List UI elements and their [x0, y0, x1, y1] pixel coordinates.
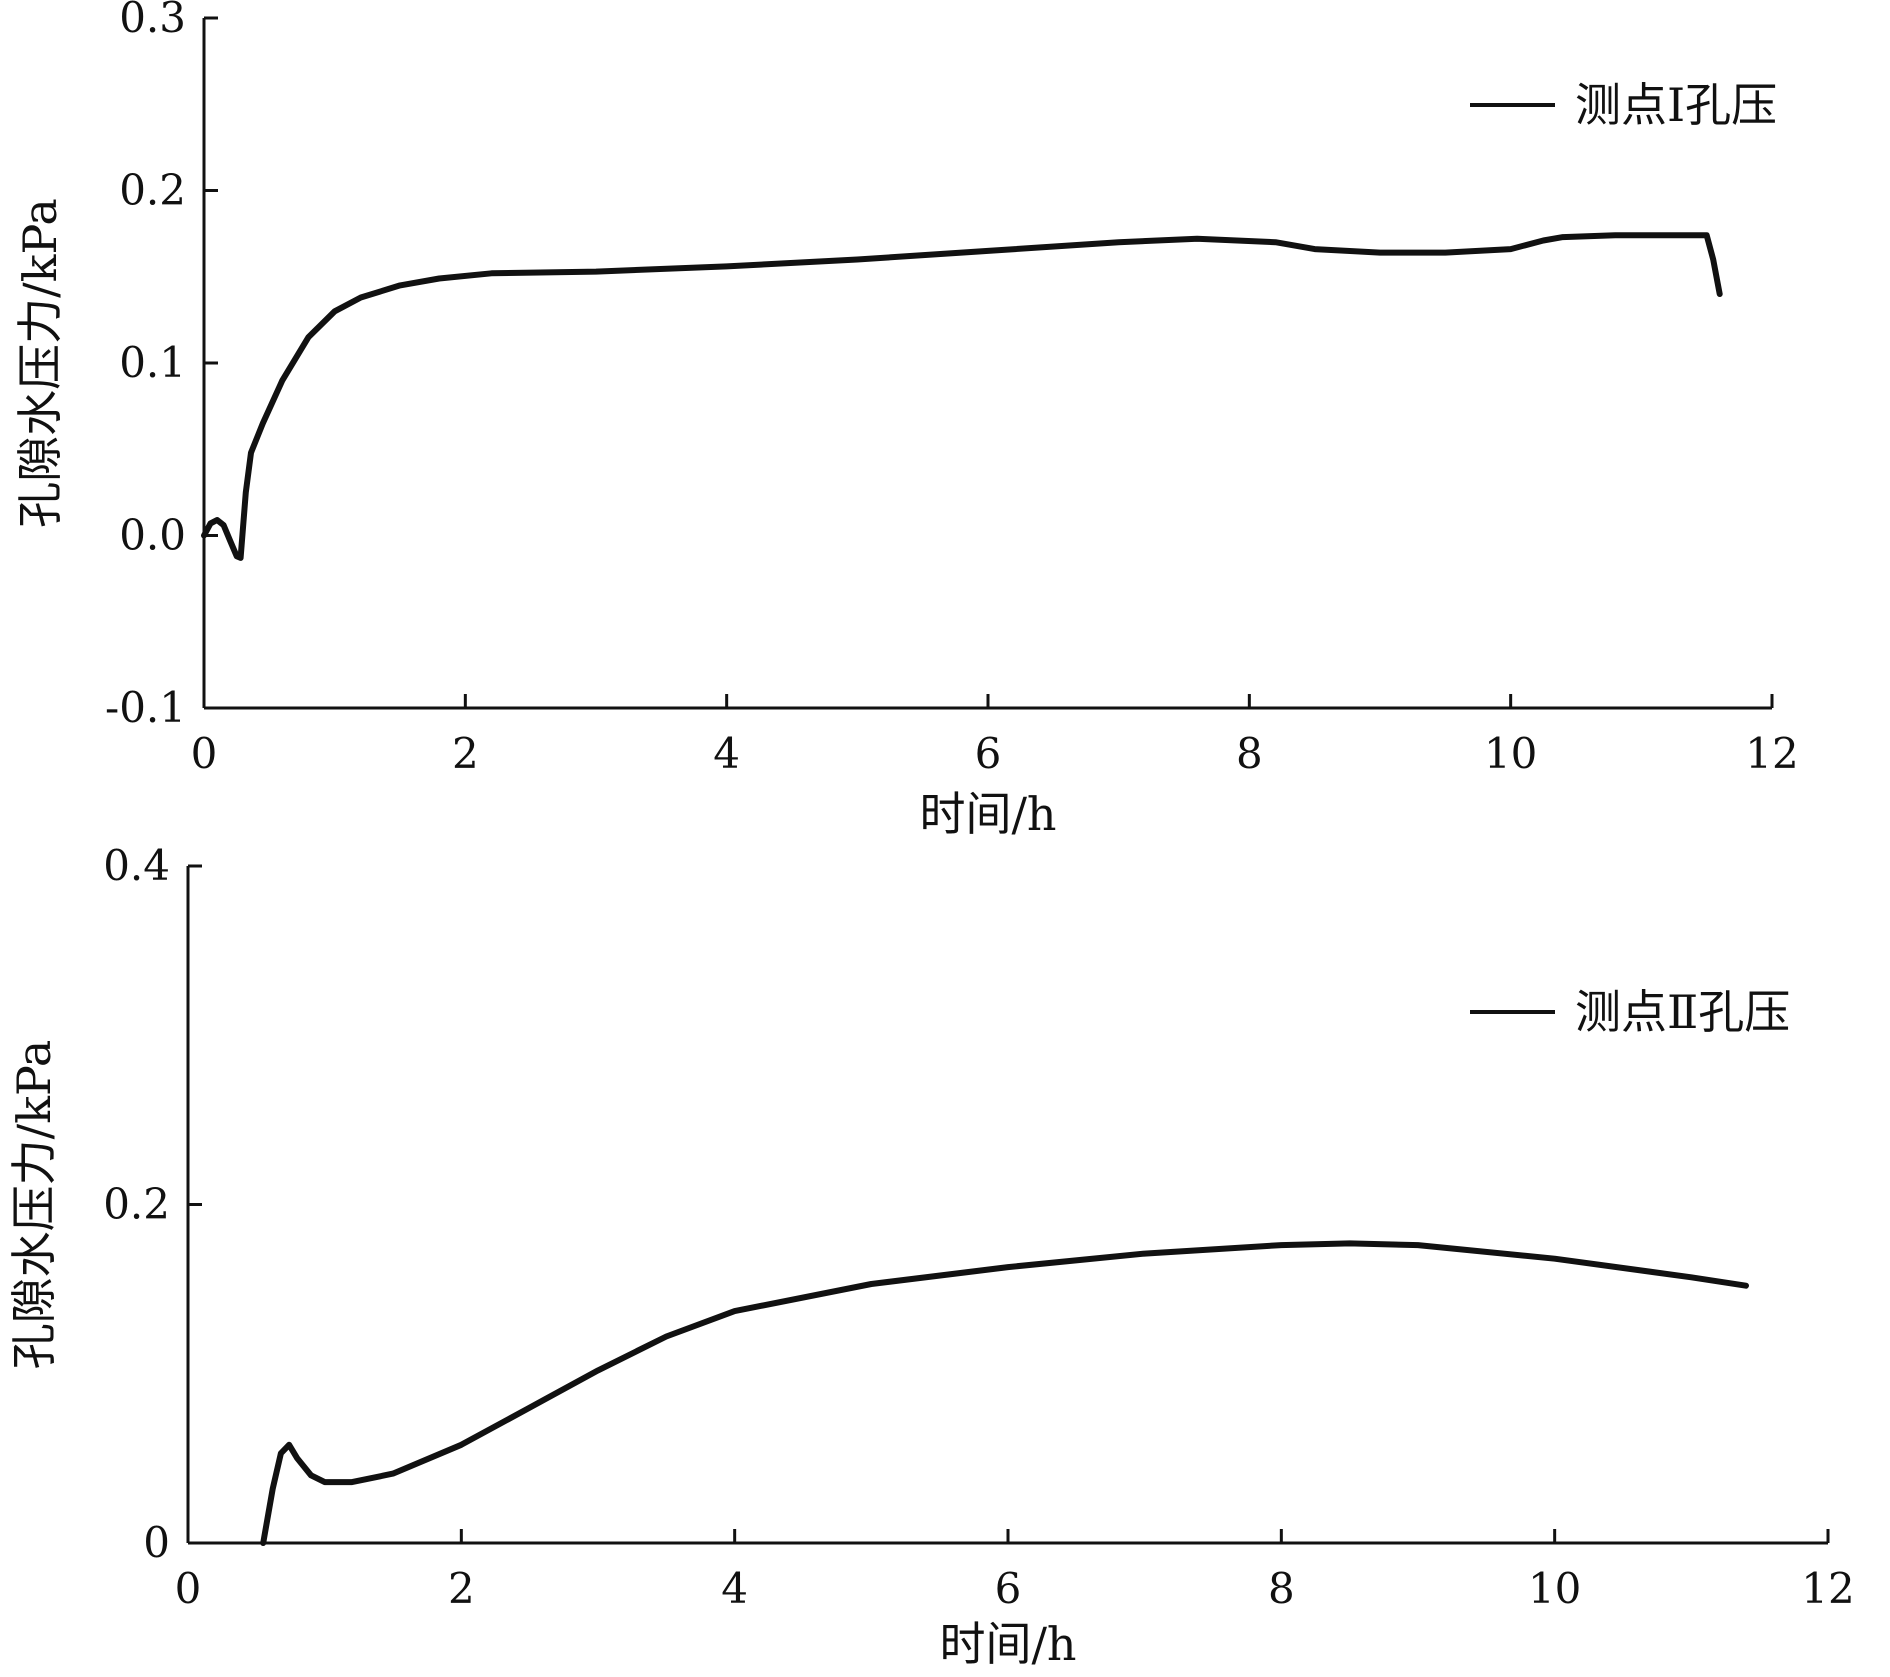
- x-axis-title: 时间/h: [939, 1617, 1076, 1671]
- x-tick-label: 6: [975, 729, 1002, 778]
- x-tick-label: 0: [175, 1564, 202, 1613]
- x-tick-label: 12: [1801, 1564, 1854, 1613]
- y-tick-label: 0: [143, 1518, 170, 1567]
- y-tick-label: 0.2: [103, 1180, 170, 1229]
- x-axis-title: 时间/h: [919, 787, 1056, 841]
- x-tick-label: 4: [713, 729, 740, 778]
- series-line: [260, 1240, 1749, 1546]
- x-tick-label: 10: [1528, 1564, 1581, 1613]
- y-axis-title: 孔隙水压力/kPa: [7, 1040, 61, 1370]
- x-tick-label: 0: [191, 729, 218, 778]
- y-tick-label: 0.0: [119, 511, 186, 560]
- x-tick-label: 6: [995, 1564, 1022, 1613]
- x-tick-label: 2: [448, 1564, 475, 1613]
- series-line: [201, 232, 1723, 561]
- x-tick-label: 10: [1484, 729, 1537, 778]
- y-tick-label: 0.4: [103, 841, 170, 890]
- y-tick-label: 0.2: [119, 166, 186, 215]
- y-tick-label: 0.1: [119, 338, 186, 387]
- chart-panel-upper: 0 2 4 6 8 10 12 -0.1 0.0 0.1 0.2 0.3 时间/h 孔隙水压力/kPa 测点…: [13, 0, 1799, 841]
- x-tick-label: 2: [452, 729, 479, 778]
- x-tick-label: 8: [1268, 1564, 1295, 1613]
- x-tick-label: 8: [1236, 729, 1263, 778]
- x-tick-label: 4: [721, 1564, 748, 1613]
- y-axis-title: 孔隙水压力/kPa: [13, 198, 67, 528]
- x-tick-label: 12: [1745, 729, 1798, 778]
- y-tick-label: 0.3: [119, 0, 186, 42]
- y-tick-label: -0.1: [105, 683, 186, 732]
- legend-label: 测点Ⅰ孔压: [1575, 78, 1777, 132]
- chart-panel-lower: 0 2 4 6 8 10 12 0 0.2 0.4 时间/h 孔隙水压力/kPa 测点Ⅱ孔压: [7, 841, 1855, 1671]
- legend-label: 测点Ⅱ孔压: [1575, 985, 1790, 1039]
